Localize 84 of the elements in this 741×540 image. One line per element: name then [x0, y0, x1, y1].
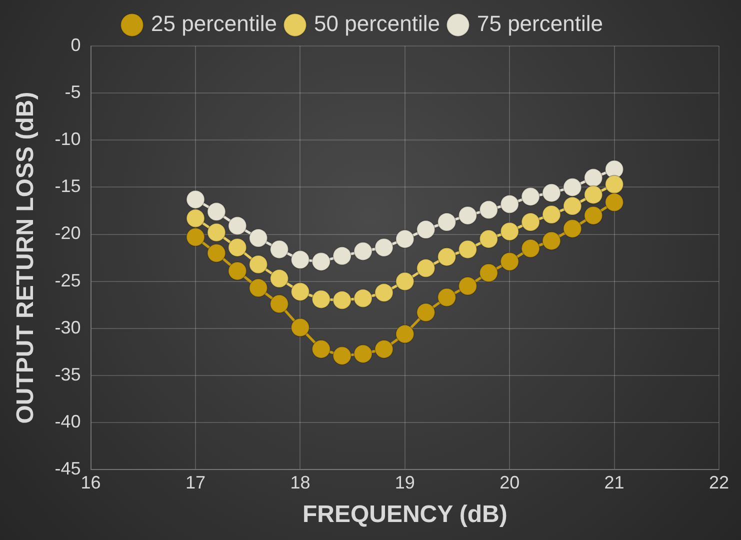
- point: [542, 205, 561, 224]
- point: [312, 290, 331, 309]
- point: [248, 228, 268, 248]
- point: [228, 216, 247, 236]
- point: [206, 244, 226, 263]
- point: [248, 278, 268, 298]
- point: [332, 246, 352, 266]
- point: [416, 302, 436, 322]
- point: [290, 318, 310, 337]
- x-tick-label: 19: [394, 472, 415, 492]
- y-tick-label: -5: [64, 82, 81, 102]
- point: [500, 222, 520, 241]
- point: [354, 288, 373, 308]
- point: [458, 276, 478, 296]
- point: [186, 208, 206, 228]
- point: [374, 340, 394, 359]
- point: [354, 344, 373, 364]
- point: [562, 178, 582, 197]
- point: [500, 252, 520, 272]
- y-tick-label: -45: [54, 458, 81, 479]
- point: [186, 228, 206, 247]
- point: [228, 261, 247, 280]
- x-tick-label: 21: [604, 472, 624, 492]
- point: [270, 269, 289, 288]
- point: [416, 220, 436, 240]
- point: [479, 229, 498, 248]
- y-tick-label: -10: [54, 129, 81, 150]
- point: [437, 247, 456, 266]
- point: [562, 196, 582, 216]
- point: [395, 229, 414, 248]
- point: [374, 238, 394, 257]
- y-axis-title: OUTPUT RETURN LOSS (dB): [12, 92, 40, 424]
- x-tick-label: 17: [185, 472, 206, 492]
- point: [332, 290, 352, 310]
- point: [332, 346, 352, 366]
- y-tick-label: 0: [70, 34, 81, 55]
- x-tick-label: 16: [80, 472, 101, 492]
- point: [479, 263, 498, 282]
- point: [354, 242, 373, 261]
- point: [437, 212, 456, 232]
- point: [437, 288, 456, 307]
- y-tick-label: -25: [54, 270, 81, 290]
- point: [604, 174, 624, 194]
- y-tick-label: -30: [54, 317, 81, 338]
- legend-label: 75 percentile: [476, 11, 603, 36]
- x-tick-label: 22: [708, 472, 730, 492]
- point: [584, 206, 603, 225]
- y-tick-label: -40: [54, 412, 81, 432]
- point: [542, 231, 561, 250]
- point: [228, 238, 247, 257]
- x-axis-title: FREQUENCY (dB): [302, 501, 508, 528]
- point: [290, 282, 310, 302]
- point: [270, 294, 289, 314]
- x-tick-label: 20: [500, 472, 520, 492]
- x-tick-label: 18: [290, 472, 310, 492]
- point: [312, 252, 331, 272]
- point: [562, 219, 582, 238]
- point: [500, 194, 520, 214]
- point: [584, 168, 603, 188]
- point: [312, 340, 331, 359]
- point: [604, 192, 624, 212]
- y-tick-label: -35: [54, 364, 81, 384]
- legend-label: 25 percentile: [151, 11, 278, 36]
- point: [584, 185, 603, 204]
- point: [521, 212, 540, 232]
- point: [458, 206, 478, 225]
- legend-label: 50 percentile: [314, 11, 440, 36]
- point: [374, 283, 394, 302]
- point: [458, 240, 478, 259]
- point: [248, 254, 268, 274]
- point: [270, 240, 289, 259]
- point: [542, 183, 561, 202]
- point: [416, 258, 436, 278]
- point: [395, 324, 414, 344]
- point: [206, 202, 226, 222]
- point: [186, 190, 206, 209]
- y-tick-label: -20: [54, 223, 81, 244]
- point: [206, 222, 226, 242]
- point: [395, 272, 414, 291]
- point: [479, 200, 498, 220]
- point: [521, 238, 540, 258]
- point: [521, 187, 540, 206]
- y-tick-label: -15: [54, 176, 81, 196]
- point: [290, 250, 310, 270]
